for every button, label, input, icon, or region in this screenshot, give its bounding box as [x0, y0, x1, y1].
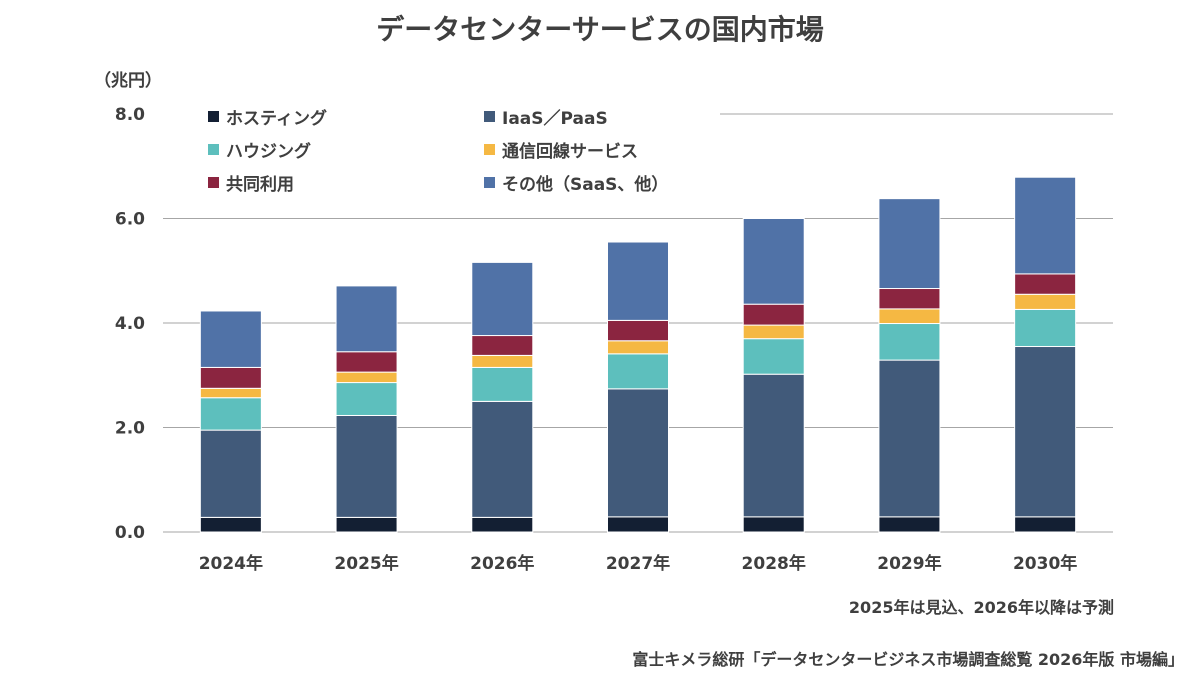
bar-segment [607, 516, 669, 533]
bar-segment [878, 359, 941, 518]
bar-segment [199, 387, 262, 399]
bar-segment [199, 429, 262, 518]
bar-segment [607, 319, 669, 342]
legend-label: ホスティング [226, 109, 327, 129]
bar-segment [199, 310, 262, 368]
x-tick-label: 2025年 [334, 553, 398, 574]
bar-segment [1014, 176, 1077, 275]
bar-segment [607, 340, 669, 355]
bar-segment [878, 288, 941, 310]
y-tick-label: 8.0 [115, 105, 145, 125]
source-citation: 富士キメラ総研「データセンタービジネス市場調査総覧 2026年版 市場編」 [632, 650, 1184, 669]
bar-segment [471, 366, 534, 402]
bar-segment [742, 303, 805, 326]
legend-item: ホスティング [208, 104, 327, 129]
y-tick-label: 6.0 [115, 210, 145, 230]
legend-label: IaaS／PaaS [502, 109, 608, 129]
bar-segment [471, 516, 534, 533]
bar-segment [878, 308, 941, 325]
bar-segment [1014, 516, 1077, 533]
x-tick-label: 2028年 [742, 553, 806, 574]
bar-segment [742, 218, 805, 305]
legend-swatch [208, 177, 219, 188]
bar-segment [878, 198, 941, 290]
bar-segment [1014, 293, 1077, 310]
x-tick-label: 2027年 [606, 553, 670, 574]
legend-item: その他（SaaS、他） [484, 170, 668, 195]
x-tick-label: 2024年 [199, 553, 263, 574]
y-tick-label: 2.0 [115, 419, 145, 439]
bar-segment [199, 516, 262, 533]
bar-segment [1014, 346, 1077, 518]
legend-item: 共同利用 [208, 170, 294, 195]
x-tick-label: 2030年 [1013, 553, 1077, 574]
bar-segment [335, 351, 398, 373]
bar-segment [742, 516, 805, 533]
y-axis-unit-label: （兆円） [94, 71, 162, 91]
legend-swatch [484, 111, 495, 122]
forecast-note: 2025年は見込、2026年以降は予測 [848, 598, 1114, 617]
legend-item: IaaS／PaaS [484, 104, 608, 129]
legend-label: ハウジング [226, 142, 311, 162]
x-tick-label: 2029年 [877, 553, 941, 574]
bar-segment [607, 241, 669, 321]
legend-swatch [484, 144, 495, 155]
bar-segment [471, 261, 534, 337]
legend-label: その他（SaaS、他） [502, 175, 669, 195]
bar-segment [471, 335, 534, 356]
bar-segment [335, 285, 398, 353]
y-tick-label: 4.0 [115, 314, 145, 334]
bar-segment [335, 371, 398, 384]
bar-segment [742, 373, 805, 518]
legend-swatch [208, 111, 219, 122]
bar-segment [335, 382, 398, 416]
bar-segment [199, 366, 262, 389]
legend-swatch [208, 144, 219, 155]
bar-segment [335, 414, 398, 518]
bar-segment [471, 400, 534, 518]
bar-segment [607, 388, 669, 518]
bar-segment [1014, 308, 1077, 348]
bar-segment [742, 338, 805, 375]
bar-segment [607, 353, 669, 390]
x-tick-label: 2026年 [470, 553, 534, 574]
legend-item: 通信回線サービス [484, 137, 638, 162]
chart-title: データセンターサービスの国内市場 [376, 13, 824, 46]
bar-segment [878, 323, 941, 361]
bar-segment [1014, 273, 1077, 295]
y-tick-label: 0.0 [115, 523, 145, 543]
bar-segment [471, 354, 534, 368]
bar-segment [199, 397, 262, 431]
legend-swatch [484, 177, 495, 188]
bar-segment [335, 516, 398, 533]
legend-item: ハウジング [208, 137, 311, 162]
legend-label: 通信回線サービス [502, 142, 638, 162]
bar-segment [742, 324, 805, 340]
bar-segment [878, 516, 941, 533]
legend-label: 共同利用 [226, 175, 294, 195]
